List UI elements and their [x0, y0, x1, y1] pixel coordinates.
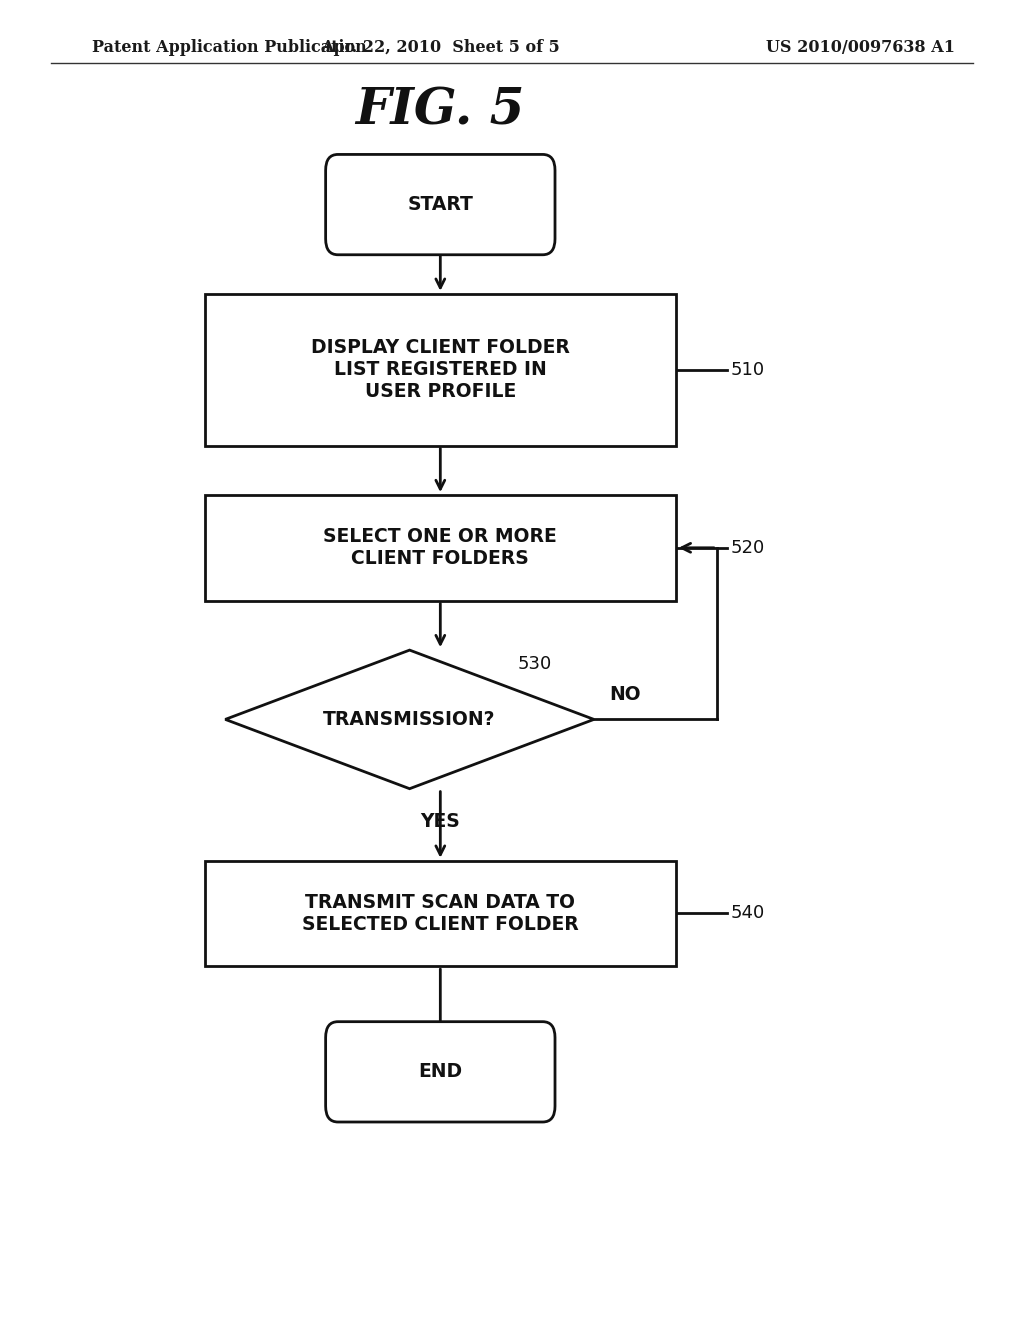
Text: 540: 540 [730, 904, 764, 923]
Text: 520: 520 [730, 539, 764, 557]
Text: START: START [408, 195, 473, 214]
Text: SELECT ONE OR MORE
CLIENT FOLDERS: SELECT ONE OR MORE CLIENT FOLDERS [324, 527, 557, 569]
Text: US 2010/0097638 A1: US 2010/0097638 A1 [766, 40, 954, 55]
Text: 530: 530 [517, 655, 551, 673]
Text: 510: 510 [730, 360, 764, 379]
Text: Patent Application Publication: Patent Application Publication [92, 40, 367, 55]
Text: NO: NO [609, 685, 641, 704]
Text: END: END [418, 1063, 463, 1081]
Text: DISPLAY CLIENT FOLDER
LIST REGISTERED IN
USER PROFILE: DISPLAY CLIENT FOLDER LIST REGISTERED IN… [311, 338, 569, 401]
Text: FIG. 5: FIG. 5 [355, 86, 525, 136]
Text: TRANSMISSION?: TRANSMISSION? [324, 710, 496, 729]
Text: TRANSMIT SCAN DATA TO
SELECTED CLIENT FOLDER: TRANSMIT SCAN DATA TO SELECTED CLIENT FO… [302, 892, 579, 935]
Text: Apr. 22, 2010  Sheet 5 of 5: Apr. 22, 2010 Sheet 5 of 5 [321, 40, 560, 55]
Text: YES: YES [421, 812, 460, 832]
